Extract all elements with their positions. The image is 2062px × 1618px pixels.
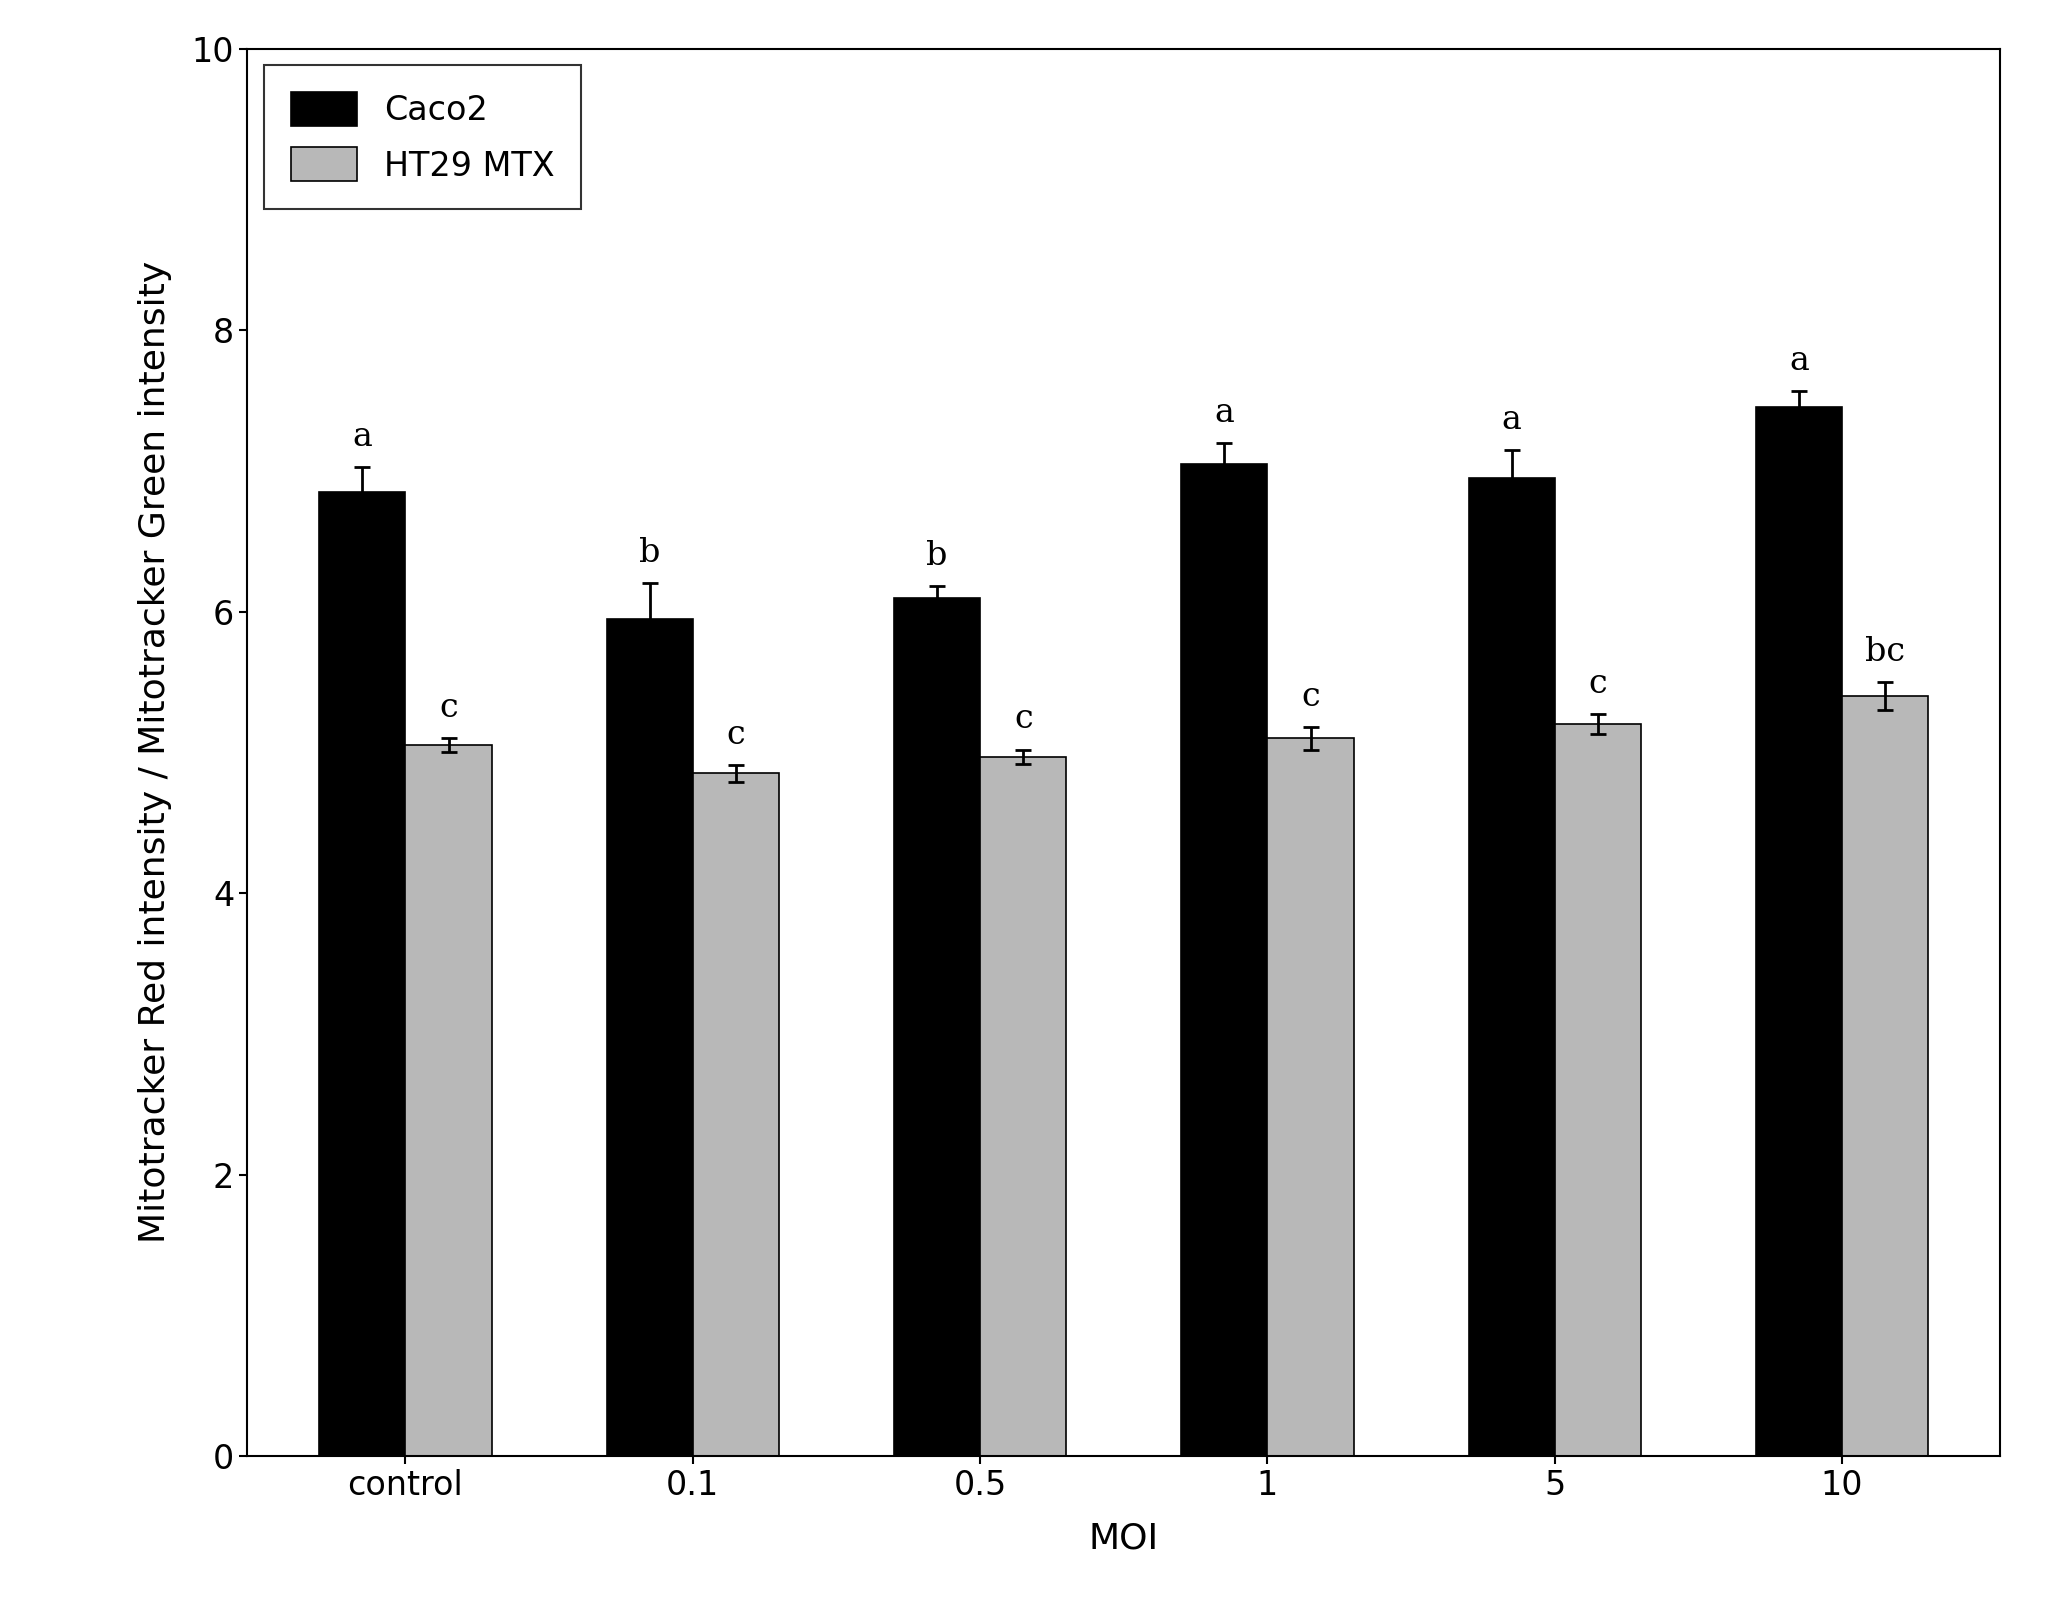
Bar	[406, 746, 491, 1456]
Bar	[1468, 477, 1555, 1456]
Text: c: c	[1301, 681, 1320, 714]
Legend: Caco2, HT29 MTX: Caco2, HT29 MTX	[264, 65, 581, 209]
Text: a: a	[1501, 403, 1522, 435]
Bar	[979, 757, 1066, 1456]
Bar	[320, 492, 406, 1456]
Bar	[895, 597, 979, 1456]
Text: a: a	[1215, 396, 1235, 429]
Bar	[1757, 408, 1841, 1456]
Text: a: a	[353, 421, 373, 453]
Text: a: a	[1790, 345, 1808, 377]
Bar	[1555, 725, 1641, 1456]
Text: c: c	[726, 718, 744, 751]
Bar	[693, 773, 779, 1456]
Text: c: c	[1015, 704, 1033, 736]
Text: b: b	[926, 540, 949, 573]
X-axis label: MOI: MOI	[1089, 1523, 1159, 1557]
Bar	[606, 618, 693, 1456]
Text: b: b	[639, 537, 660, 570]
Bar	[1182, 464, 1268, 1456]
Y-axis label: Mitotracker Red intensity / Mitotracker Green intensity: Mitotracker Red intensity / Mitotracker …	[138, 260, 173, 1244]
Text: c: c	[439, 693, 458, 725]
Bar	[1841, 696, 1928, 1456]
Text: c: c	[1588, 668, 1606, 701]
Bar	[1268, 738, 1353, 1456]
Text: bc: bc	[1866, 636, 1905, 668]
